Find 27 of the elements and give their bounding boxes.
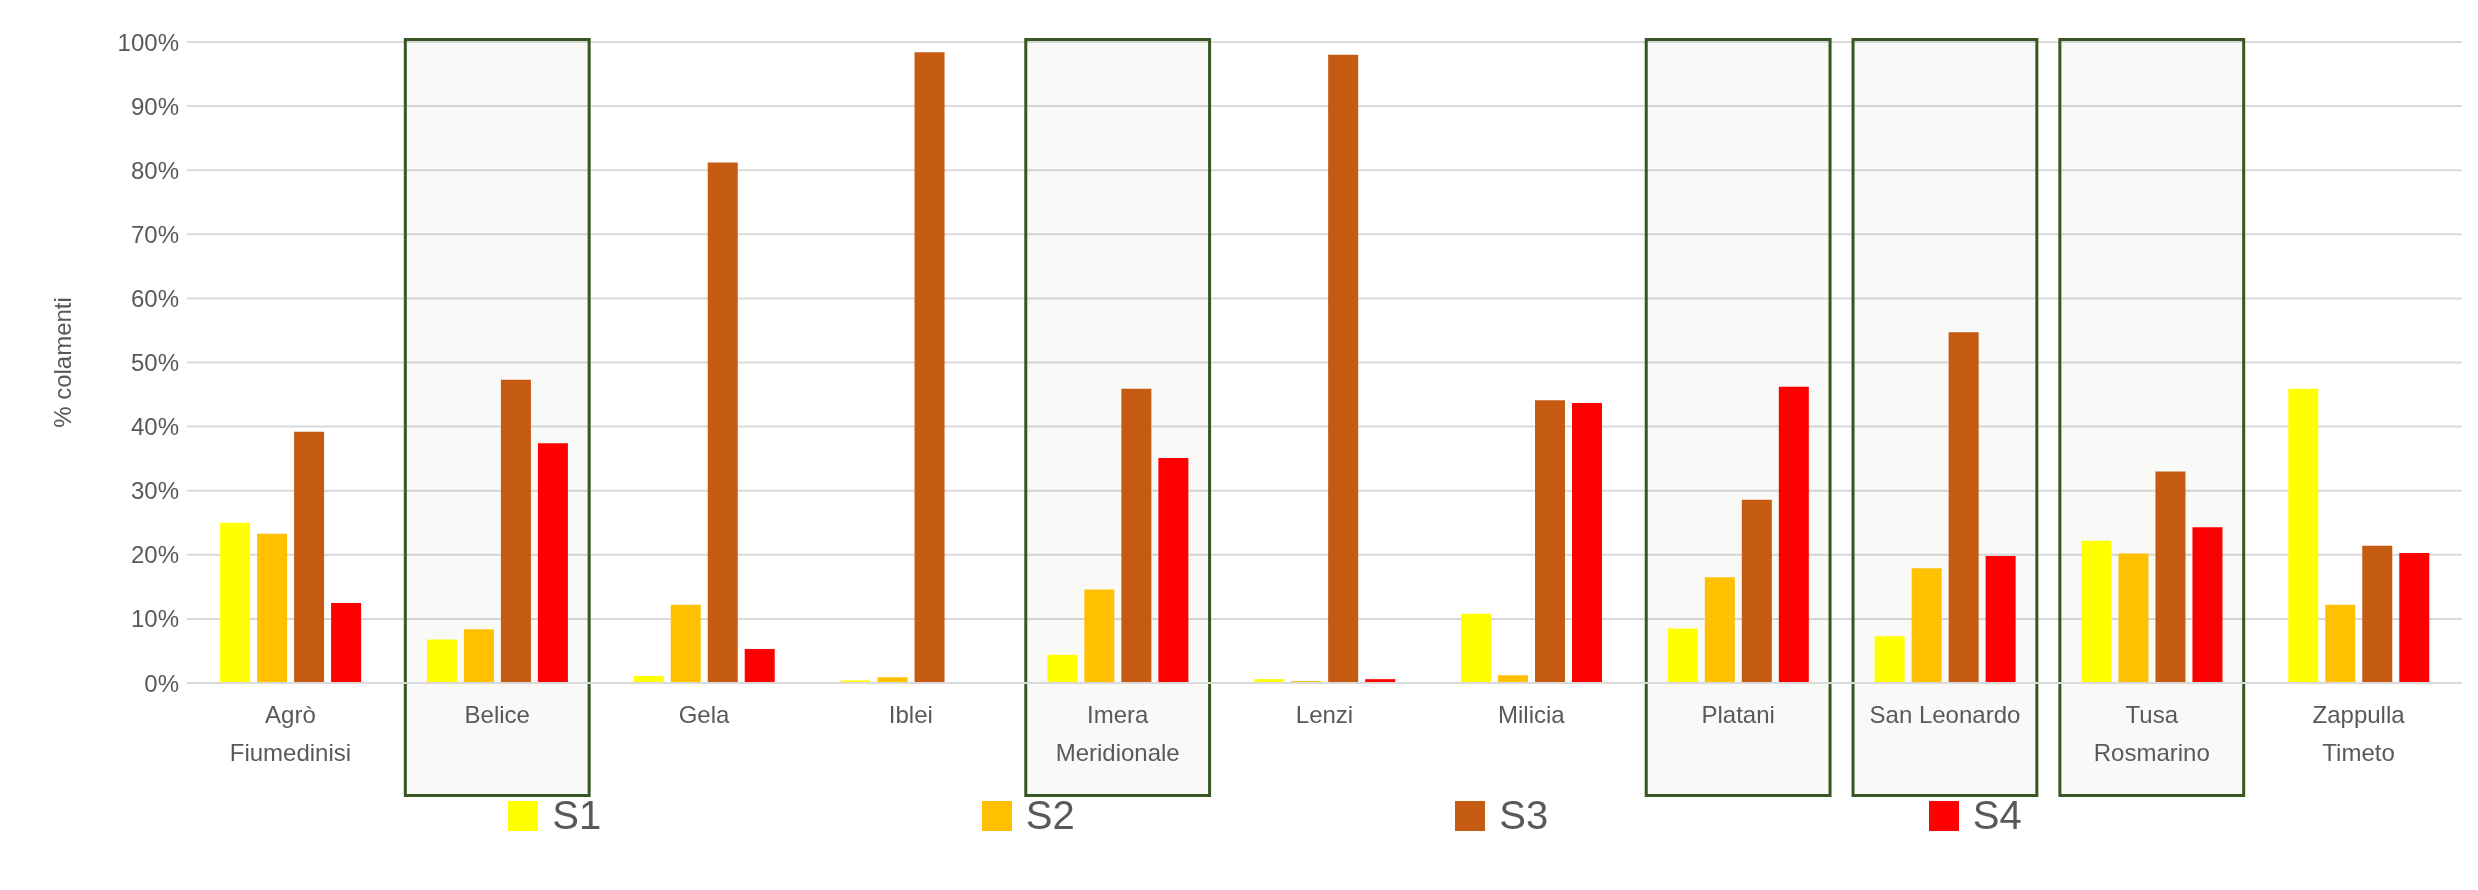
legend-label: S3 [1499, 793, 1549, 838]
y-tick-label: 80% [130, 156, 179, 184]
y-tick-label: 10% [130, 605, 179, 633]
x-tick-label: Agrò Fiumedinisi [229, 701, 352, 766]
x-tick-label: Zappulla Timeto [2312, 701, 2406, 766]
legend-label: S2 [1025, 793, 1075, 838]
x-tick-label: Gela [678, 701, 731, 728]
y-tick-label: 40% [130, 413, 179, 441]
legend-label: S1 [552, 793, 602, 838]
x-tick-label: Belice [464, 701, 530, 728]
x-tick-label: Lenzi [1295, 701, 1354, 728]
x-tick-label: Iblei [888, 701, 933, 728]
x-tick-label: San Leonardo [1869, 701, 2021, 728]
y-tick-label: 100% [117, 28, 179, 56]
x-tick-label: Milicia [1497, 701, 1566, 728]
y-tick-label: 20% [130, 541, 179, 569]
legend-label: S4 [1972, 793, 2022, 838]
x-tick-label: Tusa Rosmarino [2093, 701, 2210, 766]
y-axis-title: % colamenti [48, 297, 76, 428]
x-tick-label: Platani [1701, 701, 1775, 728]
y-tick-label: 50% [130, 349, 179, 377]
y-tick-label: 90% [130, 92, 179, 120]
y-tick-label: 60% [130, 284, 179, 312]
x-tick-label: Imera Meridionale [1055, 701, 1180, 766]
y-tick-label: 30% [130, 477, 179, 505]
y-tick-label: 70% [130, 220, 179, 248]
y-tick-label: 0% [144, 669, 179, 697]
